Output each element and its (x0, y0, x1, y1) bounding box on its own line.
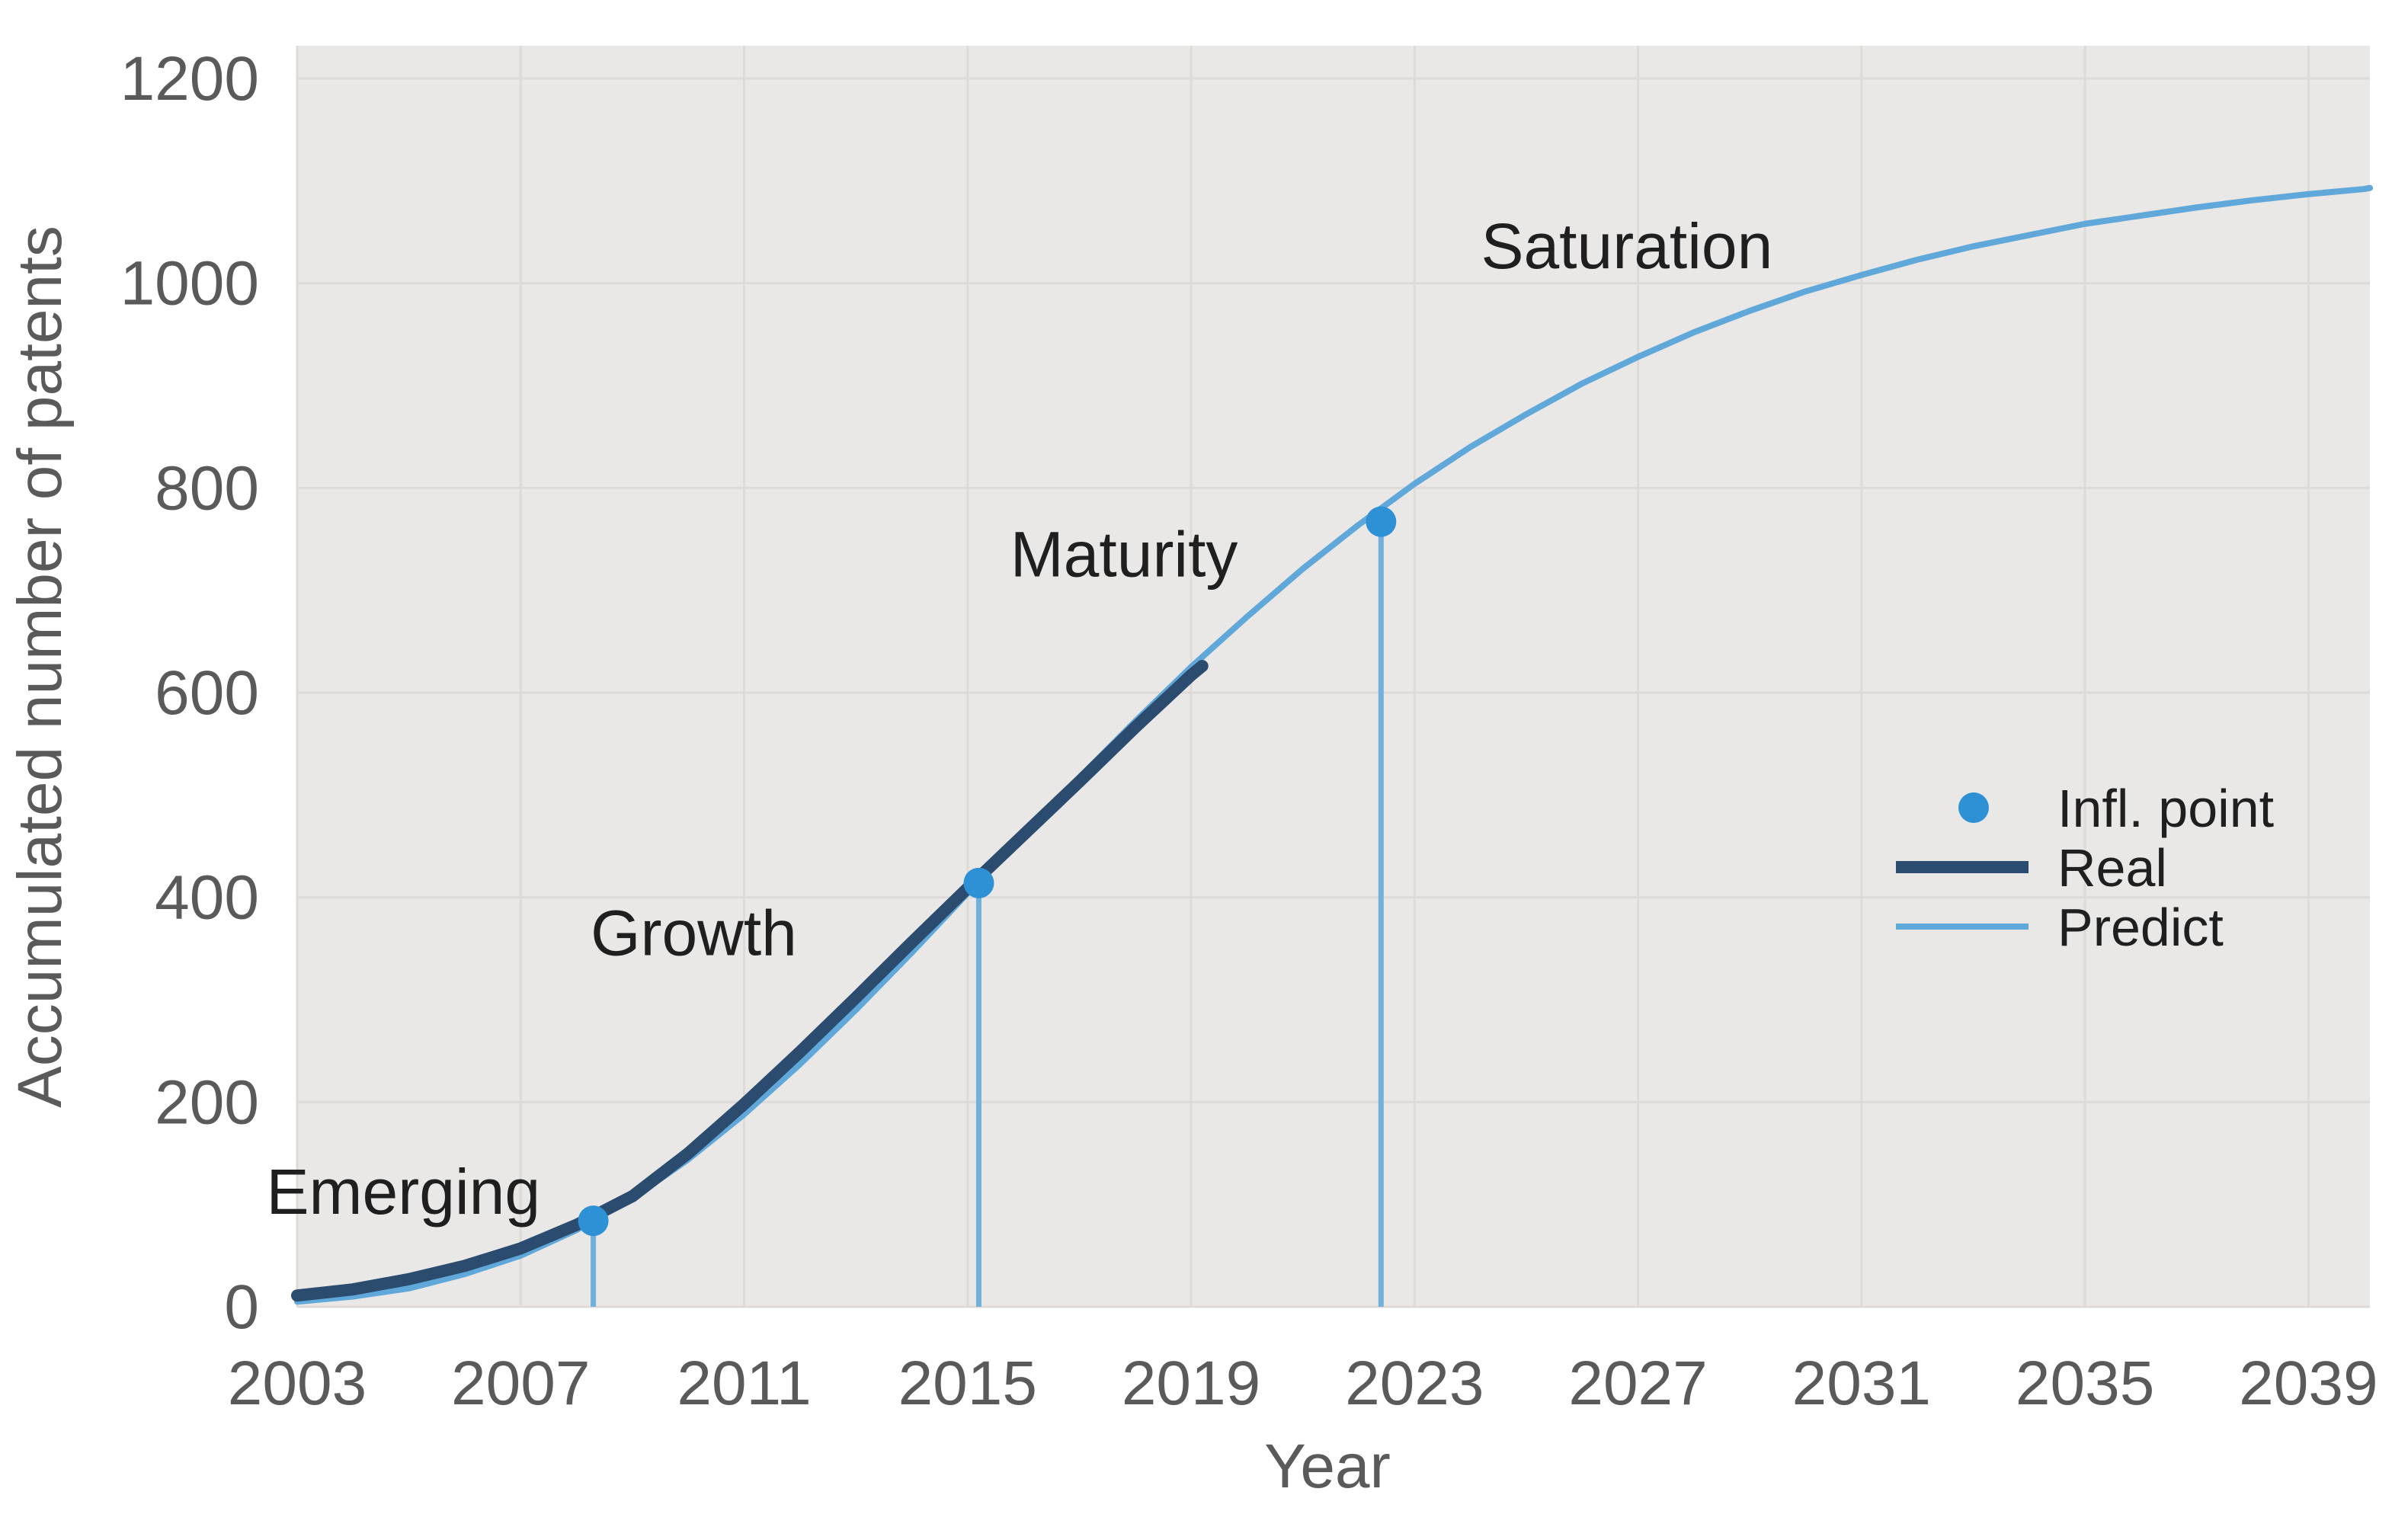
gridlines (296, 46, 2370, 1308)
legend-infl-point-label: Infl. point (2057, 779, 2274, 838)
legend-infl-point-swatch-icon (1958, 792, 1989, 823)
phase-label-saturation: Saturation (1481, 210, 1772, 282)
y-tick-label: 200 (155, 1068, 259, 1137)
legend-predict-label: Predict (2057, 898, 2224, 957)
y-tick-label: 800 (155, 453, 259, 523)
x-tick-label: 2011 (677, 1349, 811, 1418)
x-tick-label: 2035 (2016, 1349, 2154, 1418)
axis-tick-labels: 2003 2007 2011 2015 2019 2023 2027 2031 2035 2039… (120, 44, 2378, 1418)
x-tick-label: 2003 (228, 1349, 367, 1418)
x-tick-label: 2015 (898, 1349, 1037, 1418)
series-line-real (291, 660, 1209, 1302)
y-tick-label: 1000 (120, 249, 259, 319)
phase-label-emerging: Emerging (267, 1156, 541, 1228)
x-tick-label: 2039 (2239, 1349, 2378, 1418)
x-tick-label: 2031 (1792, 1349, 1931, 1418)
y-tick-label: 400 (155, 863, 259, 933)
series-lines (291, 184, 2373, 1305)
phase-annotations: Emerging Growth Maturity Saturation (267, 210, 1773, 1228)
y-tick-label: 1200 (120, 44, 259, 114)
inflection-point-marker (1366, 506, 1397, 537)
legend-real-label: Real (2057, 838, 2167, 898)
inflection-points (578, 506, 1397, 1307)
inflection-point-marker (578, 1205, 609, 1237)
legend: Infl. point Real Predict (1896, 779, 2274, 957)
phase-label-maturity: Maturity (1010, 518, 1238, 590)
x-axis-title: Year (1264, 1432, 1391, 1501)
x-tick-label: 2007 (451, 1349, 590, 1418)
x-tick-label: 2023 (1345, 1349, 1484, 1418)
x-tick-label: 2027 (1568, 1349, 1707, 1418)
plot-area (297, 46, 2370, 1307)
x-tick-label: 2019 (1122, 1349, 1260, 1418)
y-tick-label: 0 (224, 1272, 259, 1342)
inflection-point-marker (963, 867, 994, 898)
phase-label-growth: Growth (591, 897, 797, 968)
y-axis-title: Accumulated number of patents (5, 226, 75, 1108)
y-tick-label: 600 (155, 658, 259, 728)
